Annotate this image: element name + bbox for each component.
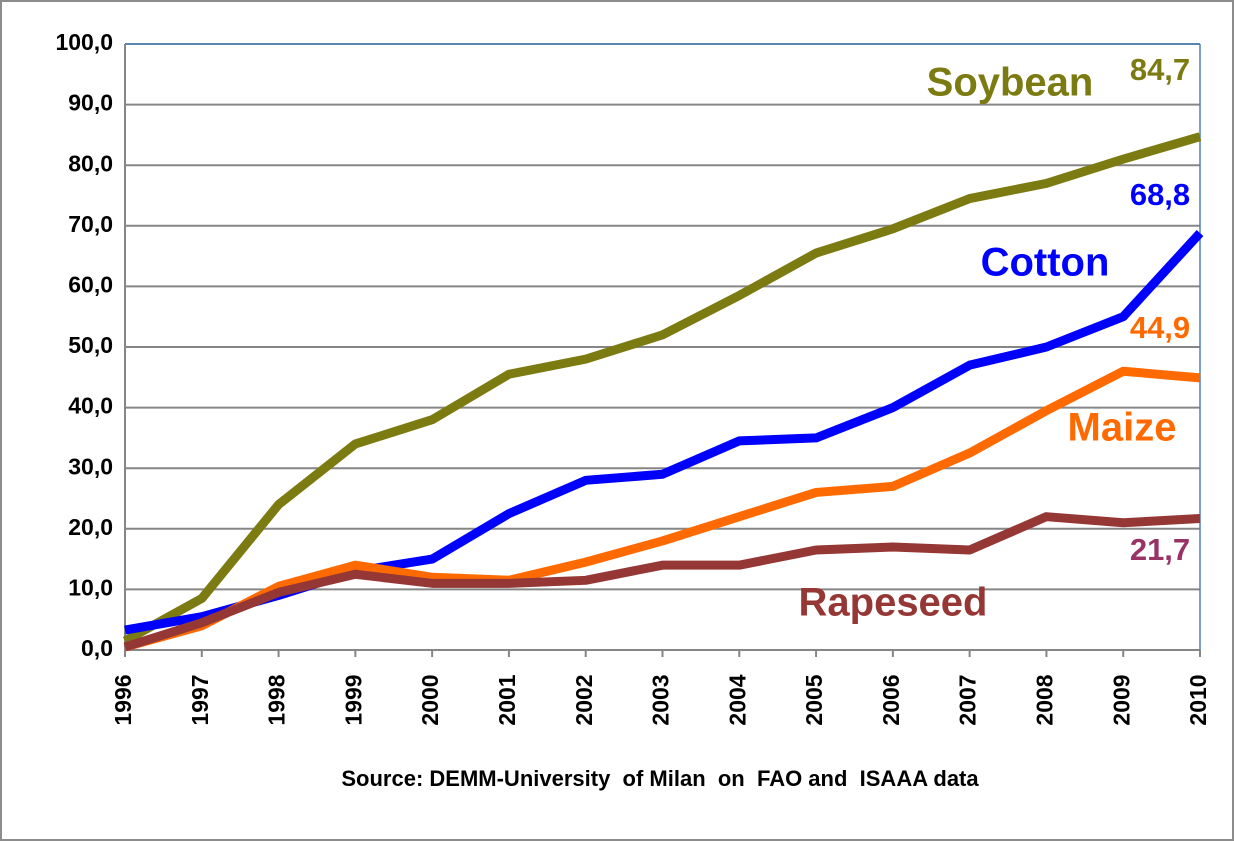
x-tick-label: 1996: [110, 674, 136, 725]
y-tick-label: 60,0: [68, 271, 113, 297]
x-tick-label: 2004: [724, 674, 750, 725]
series-line: [123, 512, 1201, 652]
x-tick-label: 1998: [264, 674, 290, 725]
series-line: [123, 366, 1201, 652]
x-tick-label: 2007: [955, 674, 981, 725]
y-tick-label: 30,0: [68, 453, 113, 479]
series-name: Soybean: [927, 61, 1094, 105]
y-tick-label: 80,0: [68, 150, 113, 176]
series-name: Rapeseed: [799, 581, 988, 625]
value-label: 68,8: [1130, 177, 1190, 212]
y-tick-label: 100,0: [55, 29, 113, 55]
series-name: Maize: [1068, 406, 1177, 450]
x-tick-label: 2008: [1032, 674, 1058, 725]
x-tick-label: 2002: [571, 674, 597, 725]
y-tick-label: 40,0: [68, 393, 113, 419]
y-tick-label: 50,0: [68, 332, 113, 358]
x-tick-label: 2003: [648, 674, 674, 725]
value-label: 21,7: [1130, 532, 1190, 567]
y-tick-label: 90,0: [68, 90, 113, 116]
value-label: 84,7: [1130, 52, 1190, 87]
x-tick-label: 2001: [494, 674, 520, 725]
x-tick-label: 2000: [417, 674, 443, 725]
x-tick-label: 2009: [1108, 674, 1134, 725]
source-note: Source: DEMM-University of Milan on FAO …: [341, 766, 979, 791]
series-line: [122, 132, 1202, 645]
series-name: Cotton: [981, 241, 1110, 285]
x-tick-label: 2006: [878, 674, 904, 725]
x-tick-label: 1999: [340, 674, 366, 725]
y-tick-label: 20,0: [68, 514, 113, 540]
x-tick-label: 2010: [1185, 674, 1211, 725]
y-tick-label: 10,0: [68, 574, 113, 600]
value-label: 44,9: [1130, 310, 1190, 345]
y-tick-label: 0,0: [81, 635, 113, 661]
y-tick-label: 70,0: [68, 211, 113, 237]
x-tick-label: 2005: [801, 674, 827, 725]
x-tick-label: 1997: [187, 674, 213, 725]
